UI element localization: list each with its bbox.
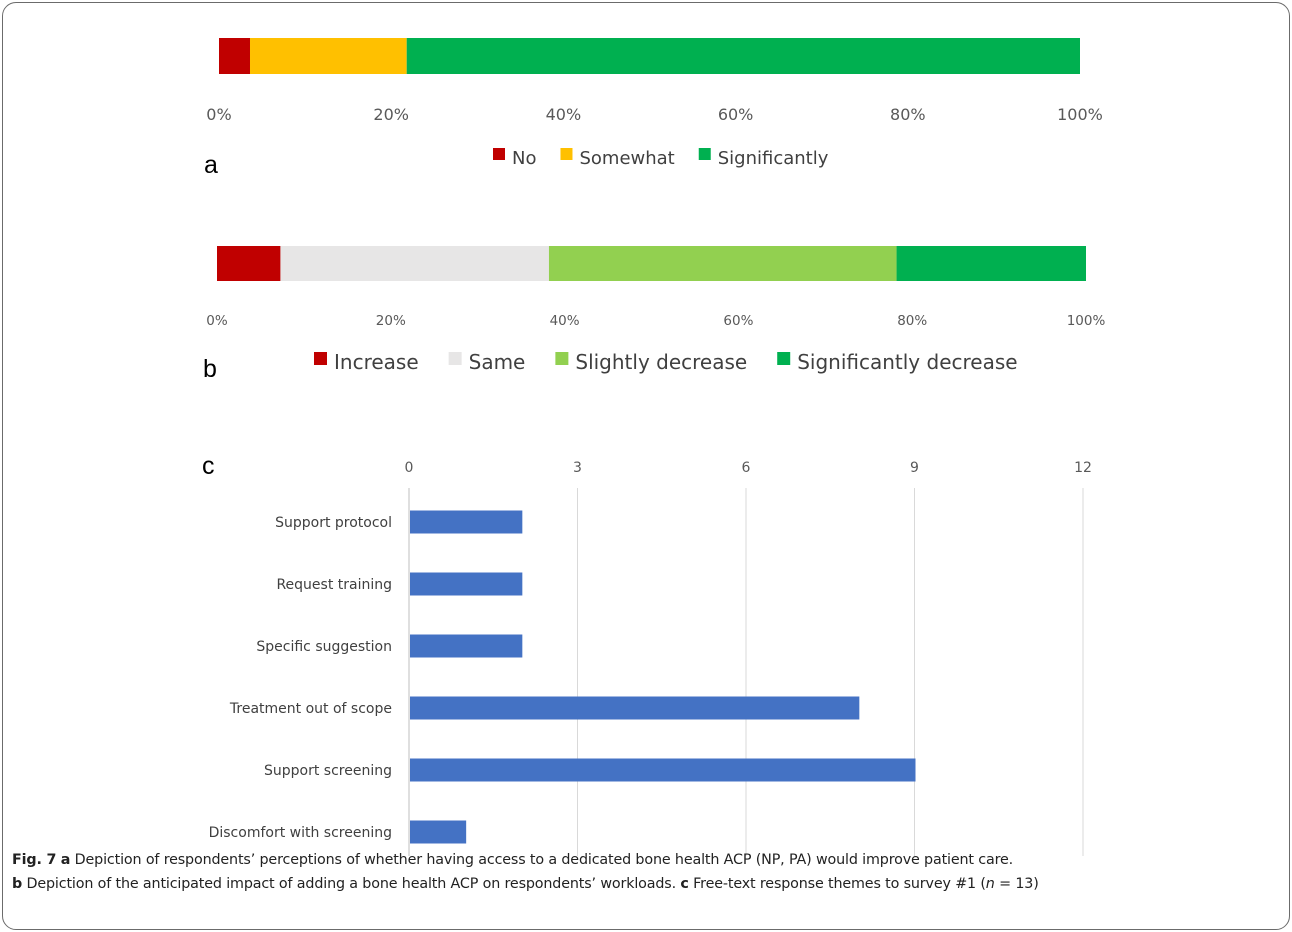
- category-label-c-1: Request training: [276, 577, 392, 593]
- bar-c-3: [410, 696, 860, 720]
- bar-c-2: [410, 634, 523, 658]
- legend-swatch-b-1: [448, 352, 462, 365]
- panel-letter-c: c: [202, 452, 215, 480]
- x-tick-label-b-2: 40%: [550, 313, 580, 329]
- x-tick-label-b-0: 0%: [206, 313, 228, 329]
- category-label-c-3: Treatment out of scope: [229, 701, 392, 717]
- category-label-c-5: Discomfort with screening: [209, 825, 392, 841]
- bar-c-4: [410, 758, 916, 782]
- bar-c-0: [410, 510, 523, 534]
- x-tick-label-a-5: 100%: [1057, 105, 1103, 124]
- legend-label-b-0: Increase: [334, 350, 419, 374]
- panel-letter-b: b: [203, 355, 217, 383]
- x-tick-label-a-3: 60%: [718, 105, 754, 124]
- caption-b-text: Depiction of the anticipated impact of a…: [26, 876, 677, 892]
- x-tick-label-a-0: 0%: [206, 105, 231, 124]
- figure-caption: Fig. 7 a Depiction of respondents’ perce…: [12, 848, 1284, 896]
- legend-swatch-b-2: [555, 352, 569, 365]
- category-label-c-4: Support screening: [264, 763, 392, 779]
- legend-label-a-0: No: [512, 148, 536, 169]
- x-tick-label-a-1: 20%: [373, 105, 409, 124]
- category-label-c-2: Specific suggestion: [256, 639, 392, 655]
- x-tick-label-c-3: 9: [910, 460, 919, 476]
- x-tick-label-c-2: 6: [742, 460, 751, 476]
- x-tick-label-b-5: 100%: [1067, 313, 1106, 329]
- legend-swatch-a-2: [698, 148, 711, 160]
- bar-segment-a-no: [219, 38, 250, 74]
- caption-c-n: n: [985, 876, 995, 892]
- x-tick-label-b-4: 80%: [897, 313, 927, 329]
- bar-c-5: [410, 820, 467, 844]
- caption-c-text: Free-text response themes to survey #1 (: [693, 876, 986, 892]
- x-tick-label-a-4: 80%: [890, 105, 926, 124]
- bar-segment-a-somewhat: [249, 38, 407, 74]
- bar-segment-b-increase: [217, 246, 281, 281]
- caption-a-text: Depiction of respondents’ perceptions of…: [74, 852, 1014, 868]
- x-tick-label-b-3: 60%: [723, 313, 753, 329]
- bar-segment-a-significantly: [406, 38, 1080, 74]
- legend-label-b-3: Significantly decrease: [797, 350, 1017, 374]
- legend-label-b-2: Slightly decrease: [575, 350, 747, 374]
- legend-swatch-a-0: [493, 148, 505, 160]
- caption-a-label: a: [60, 852, 71, 868]
- caption-b-label: b: [12, 876, 23, 892]
- bar-c-1: [410, 572, 523, 596]
- legend-label-b-1: Same: [469, 350, 526, 374]
- panel-letter-a: a: [204, 151, 218, 179]
- bar-segment-b-same: [280, 246, 549, 281]
- caption-c-text-end: = 13): [994, 876, 1039, 892]
- legend-label-a-1: Somewhat: [579, 148, 674, 169]
- legend-label-a-2: Significantly: [718, 148, 829, 169]
- category-label-c-0: Support protocol: [275, 515, 392, 531]
- x-tick-label-c-4: 12: [1074, 460, 1092, 476]
- caption-c-label: c: [680, 876, 689, 892]
- bar-segment-b-significantly-decrease: [896, 246, 1086, 281]
- x-tick-label-c-1: 3: [573, 460, 582, 476]
- bar-segment-b-slightly-decrease: [548, 246, 897, 281]
- legend-swatch-a-1: [560, 148, 573, 160]
- legend-swatch-b-3: [777, 352, 791, 365]
- x-tick-label-b-1: 20%: [376, 313, 406, 329]
- caption-fig-label: Fig. 7: [12, 852, 57, 868]
- x-tick-label-a-2: 40%: [546, 105, 582, 124]
- legend-swatch-b-0: [314, 352, 327, 365]
- x-tick-label-c-0: 0: [405, 460, 414, 476]
